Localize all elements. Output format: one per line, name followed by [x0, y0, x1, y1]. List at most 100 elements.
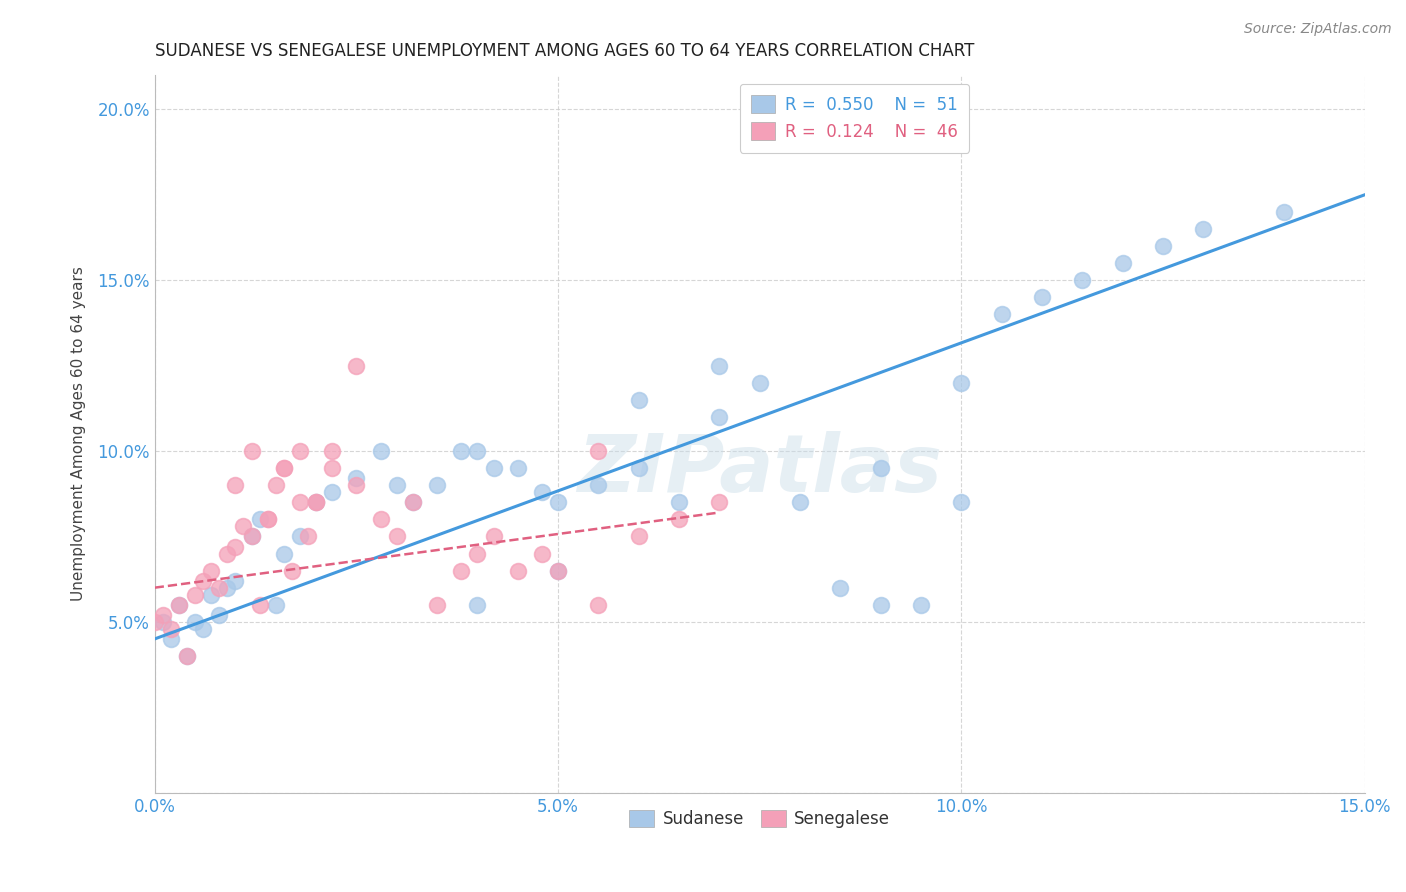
Point [426, 598, 449, 612]
Point [588, 598, 610, 612]
Point [240, 529, 263, 543]
Point [176, 648, 198, 663]
Point [950, 495, 973, 509]
Point [1112, 256, 1135, 270]
Point [426, 478, 449, 492]
Text: Source: ZipAtlas.com: Source: ZipAtlas.com [1244, 22, 1392, 37]
Point [1152, 239, 1174, 253]
Point [264, 478, 287, 492]
Point [467, 444, 489, 458]
Point [482, 529, 505, 543]
Point [143, 615, 166, 629]
Point [281, 564, 304, 578]
Point [288, 444, 311, 458]
Point [370, 512, 392, 526]
Point [184, 615, 207, 629]
Y-axis label: Unemployment Among Ages 60 to 64 years: Unemployment Among Ages 60 to 64 years [72, 267, 86, 601]
Point [184, 587, 207, 601]
Point [385, 529, 408, 543]
Point [305, 495, 328, 509]
Point [240, 529, 263, 543]
Point [217, 581, 239, 595]
Point [402, 495, 425, 509]
Point [167, 598, 190, 612]
Point [191, 574, 214, 588]
Point [273, 547, 295, 561]
Point [256, 512, 278, 526]
Point [547, 564, 569, 578]
Point [208, 581, 231, 595]
Point [264, 598, 287, 612]
Point [789, 495, 811, 509]
Point [830, 581, 852, 595]
Point [240, 444, 263, 458]
Point [152, 615, 174, 629]
Point [224, 574, 246, 588]
Point [869, 461, 891, 475]
Point [305, 495, 328, 509]
Point [709, 409, 731, 424]
Point [191, 622, 214, 636]
Point [297, 529, 319, 543]
Point [200, 564, 222, 578]
Point [530, 485, 553, 500]
Point [668, 495, 690, 509]
Point [200, 587, 222, 601]
Point [482, 461, 505, 475]
Point [249, 598, 271, 612]
Point [305, 495, 328, 509]
Point [321, 461, 343, 475]
Point [627, 461, 650, 475]
Legend: Sudanese, Senegalese: Sudanese, Senegalese [623, 803, 897, 835]
Point [506, 461, 529, 475]
Point [467, 547, 489, 561]
Point [450, 564, 472, 578]
Point [224, 478, 246, 492]
Point [950, 376, 973, 390]
Point [588, 444, 610, 458]
Point [344, 359, 367, 373]
Point [385, 478, 408, 492]
Point [152, 607, 174, 622]
Point [547, 495, 569, 509]
Point [1071, 273, 1094, 287]
Point [256, 512, 278, 526]
Point [167, 598, 190, 612]
Point [249, 512, 271, 526]
Point [1031, 290, 1053, 304]
Point [288, 529, 311, 543]
Point [208, 607, 231, 622]
Point [627, 392, 650, 407]
Point [402, 495, 425, 509]
Point [588, 478, 610, 492]
Text: ZIPatlas: ZIPatlas [578, 431, 942, 508]
Point [370, 444, 392, 458]
Point [176, 648, 198, 663]
Point [627, 529, 650, 543]
Point [1192, 222, 1215, 236]
Point [160, 632, 183, 646]
Point [547, 564, 569, 578]
Point [288, 495, 311, 509]
Point [709, 359, 731, 373]
Point [748, 376, 770, 390]
Point [321, 444, 343, 458]
Point [506, 564, 529, 578]
Point [450, 444, 472, 458]
Point [224, 540, 246, 554]
Point [668, 512, 690, 526]
Point [467, 598, 489, 612]
Point [217, 547, 239, 561]
Point [273, 461, 295, 475]
Point [869, 598, 891, 612]
Point [344, 478, 367, 492]
Point [709, 495, 731, 509]
Point [160, 622, 183, 636]
Point [232, 519, 254, 533]
Point [344, 471, 367, 485]
Point [530, 547, 553, 561]
Point [1272, 205, 1295, 219]
Point [990, 307, 1012, 321]
Text: SUDANESE VS SENEGALESE UNEMPLOYMENT AMONG AGES 60 TO 64 YEARS CORRELATION CHART: SUDANESE VS SENEGALESE UNEMPLOYMENT AMON… [155, 42, 974, 60]
Point [321, 485, 343, 500]
